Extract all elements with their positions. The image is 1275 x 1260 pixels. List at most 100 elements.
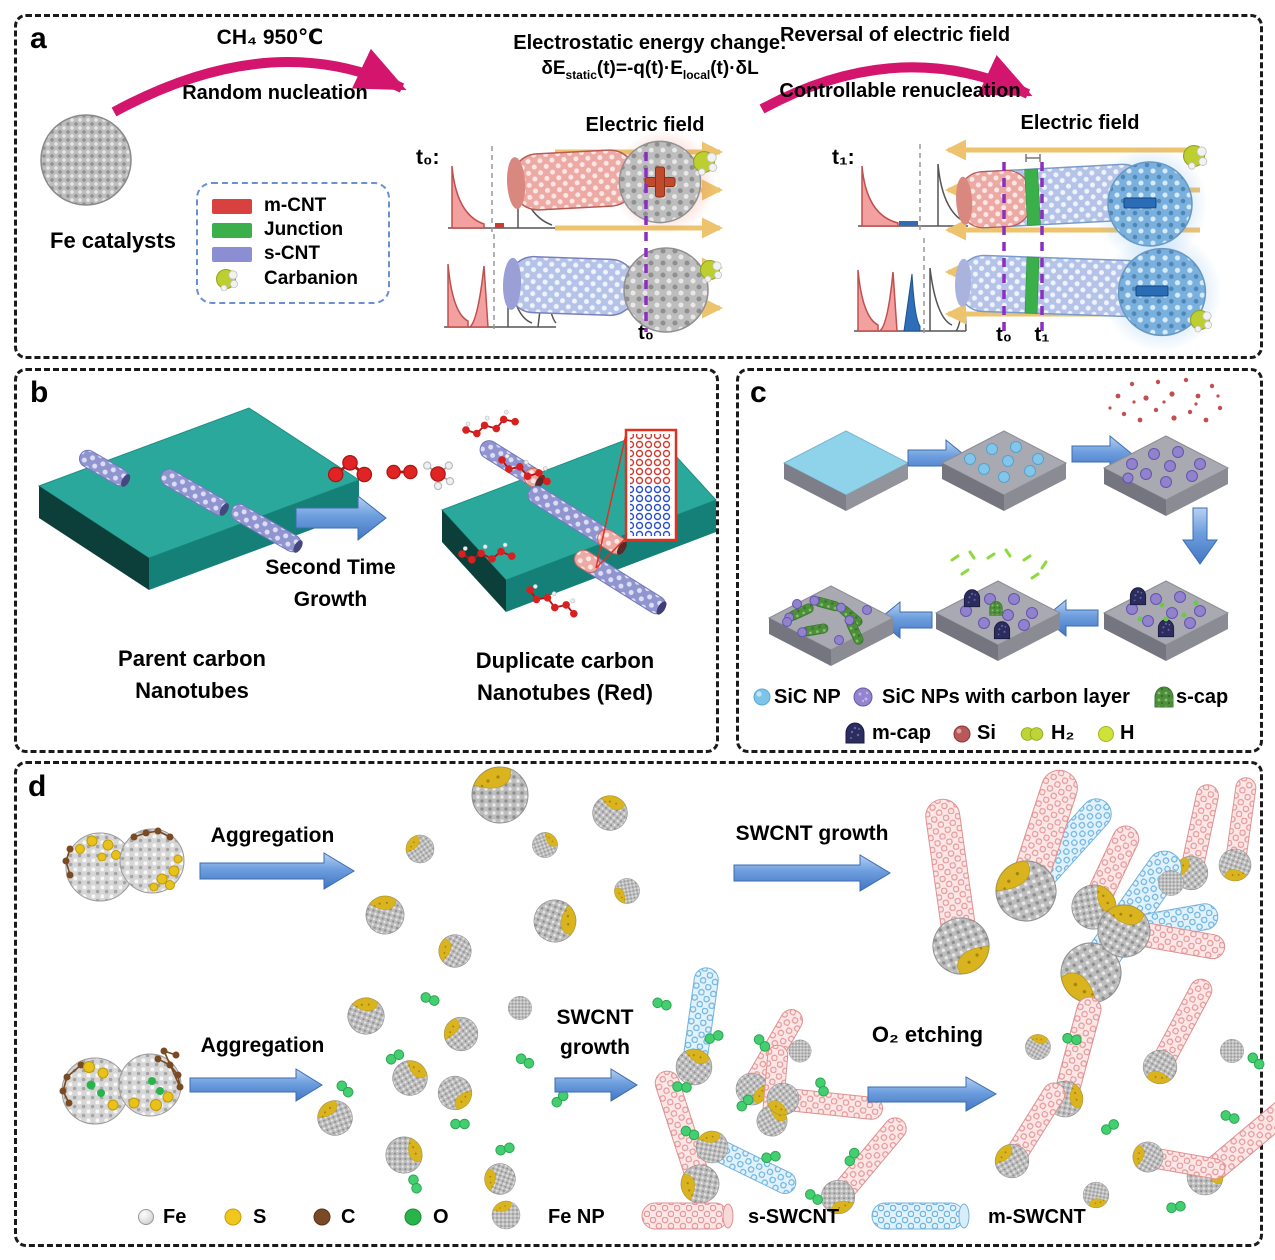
parent-caption-line1: Parent carbon	[118, 646, 266, 671]
m-swcnt-icon	[871, 1202, 970, 1230]
s-swcnt-legend-label: s-SWCNT	[748, 1206, 840, 1228]
sic-np-carbon-label: SiC NPs with carbon layer	[882, 686, 1130, 708]
sic-np-carbon-icon	[853, 687, 873, 707]
substrate-step6	[767, 585, 895, 666]
aggregation-arrow-row1	[199, 852, 355, 890]
sic-np-highlight	[756, 691, 762, 697]
second-time-label: Second Time	[265, 556, 396, 579]
formula-sub: static	[565, 67, 597, 82]
formula-part: (t)=-q(t)·E	[596, 58, 683, 79]
s-cnt-swatch	[212, 246, 252, 262]
si-label: Si	[977, 722, 996, 744]
o2-etching-label: O₂ etching	[871, 1022, 984, 1047]
dos-plot-t1-bottom	[854, 238, 967, 335]
sic-np-icon	[753, 688, 771, 706]
swcnt-label-row2-line1: SWCNT	[556, 1006, 634, 1029]
swcnt-cluster-etched	[988, 978, 1275, 1214]
h-icon	[1098, 726, 1114, 742]
si-icon	[953, 725, 971, 743]
c-atom-icon	[313, 1208, 331, 1226]
cnt-type-legend: m-CNT Junction s-CNT Carbanion	[196, 182, 390, 304]
aggregation-arrow-row2	[189, 1068, 323, 1102]
panel-c	[736, 368, 1263, 753]
swcnt-growth-arrow-row2	[554, 1068, 638, 1102]
legend-row-carbanion: Carbanion	[212, 267, 374, 291]
carbanion-icon	[216, 269, 239, 291]
renucleation-arrow	[759, 54, 1033, 114]
duplicate-caption-line2: Nanotubes (Red)	[477, 680, 653, 705]
s-cap-icon	[1154, 686, 1174, 708]
growth-label: Growth	[293, 588, 368, 611]
o-atom-icon	[404, 1208, 422, 1226]
h2-icon	[1020, 727, 1044, 741]
parent-caption-line2: Nanotubes	[135, 678, 249, 703]
panel-d	[14, 761, 1263, 1247]
panel-c-illustration	[753, 377, 1230, 744]
random-nucleation-label: Random nucleation	[182, 82, 368, 104]
s-cnt-tube	[502, 255, 637, 317]
junction-label: Junction	[264, 219, 344, 240]
s-cnt-label: s-CNT	[264, 243, 320, 264]
fe-np-group-row1	[361, 766, 642, 974]
fe-atom-icon	[138, 1209, 154, 1225]
t0-tick-label-mid: t₀	[638, 322, 654, 344]
fe-catalyst-particle	[40, 114, 132, 206]
m-cap-icon	[845, 722, 865, 744]
c-legend-label: C	[341, 1206, 356, 1228]
random-nucleation-arrow	[111, 48, 407, 117]
swcnt-cluster-row1	[924, 769, 1257, 1015]
minus-charge-icon	[1123, 197, 1157, 209]
fes-cluster-pair-row1	[62, 827, 185, 902]
plus-charge-icon	[644, 166, 676, 198]
s-swcnt-icon	[641, 1202, 734, 1230]
panel-a-illustration	[40, 48, 1222, 352]
panel-d-illustration	[59, 766, 1275, 1230]
m-cnt-label: m-CNT	[264, 195, 327, 216]
fe-np-icon	[491, 1200, 521, 1230]
sic-np-label: SiC NP	[774, 686, 841, 708]
substrate-step1	[782, 430, 910, 511]
carbanion-label: Carbanion	[264, 268, 358, 289]
aggregation-label-row2: Aggregation	[200, 1034, 325, 1057]
h2-label: H₂	[1051, 722, 1075, 744]
si-evaporation-cloud	[1108, 377, 1223, 423]
duplicate-caption-line1: Duplicate carbon	[475, 648, 655, 673]
junction-swatch	[212, 222, 252, 238]
fes-cluster-pair-row2	[59, 1047, 184, 1125]
ch4-temperature-label: CH₄ 950℃	[216, 26, 324, 49]
panel-d-letter: d	[28, 770, 47, 803]
lattice-inset	[624, 428, 678, 542]
panel-b	[14, 368, 719, 753]
t1-tick-label-right: t₁	[1034, 324, 1050, 346]
t0-tick-label-right: t₀	[996, 324, 1012, 346]
swcnt-growth-label-row1: SWCNT growth	[735, 822, 889, 845]
methane-molecule-icon	[422, 461, 455, 491]
parent-nanotube	[160, 468, 229, 516]
formula-part: δE	[541, 58, 566, 79]
h2-release-flecks	[950, 548, 1048, 580]
minus-charge-icon	[1135, 285, 1169, 297]
panel-b-letter: b	[30, 376, 49, 409]
fe-np-legend-label: Fe NP	[548, 1206, 605, 1228]
electric-field-label-left: Electric field	[585, 114, 705, 136]
panel-a	[14, 14, 1263, 359]
s-atom-icon	[224, 1208, 242, 1226]
energy-change-title: Electrostatic energy change:	[513, 32, 787, 54]
fe-np-group-row2	[312, 990, 571, 1200]
panel-c-legend-icons	[753, 686, 1174, 744]
formula-part: (t)·δL	[710, 58, 759, 79]
legend-row-mcnt: m-CNT	[212, 195, 374, 217]
process-arrow-down	[1182, 507, 1218, 565]
junction-width-bracket	[1025, 154, 1041, 162]
junction-tube-top	[956, 163, 1150, 229]
fe-catalysts-label: Fe catalysts	[50, 228, 176, 253]
dos-plot-t1-top	[858, 144, 969, 230]
parent-nanotube	[78, 449, 131, 487]
t0-colon-label: t₀:	[416, 146, 440, 169]
aggregation-label-row1: Aggregation	[210, 824, 335, 847]
h-label: H	[1120, 722, 1135, 744]
substrate-step3	[1102, 435, 1230, 516]
m-cnt-tube	[506, 149, 637, 211]
m-cnt-swatch	[212, 198, 252, 214]
